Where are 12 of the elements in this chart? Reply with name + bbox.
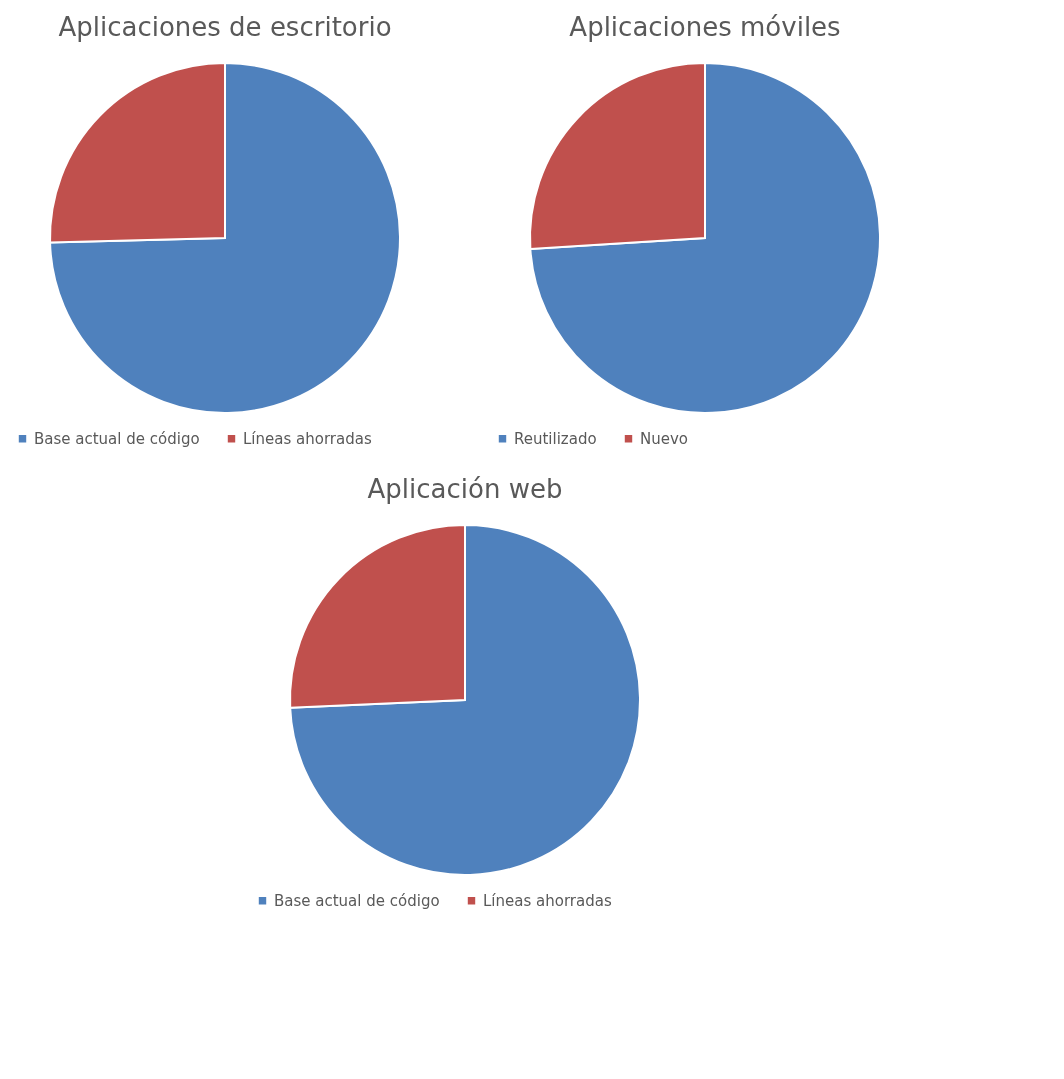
legend-label: Reutilizado	[514, 429, 597, 448]
legend-label: Base actual de código	[34, 429, 200, 448]
chart-title: Aplicaciones móviles	[569, 12, 841, 42]
legend-label: Líneas ahorradas	[483, 891, 612, 910]
legend-label: Nuevo	[640, 429, 689, 448]
legend-label: Base actual de código	[274, 891, 440, 910]
legend-label: Líneas ahorradas	[243, 429, 372, 448]
pie-slice	[529, 62, 881, 414]
pie-slice	[289, 524, 641, 876]
chart-title: Aplicaciones de escritorio	[58, 12, 392, 42]
chart-title: Aplicación web	[367, 474, 563, 504]
pie-slice	[49, 62, 401, 414]
